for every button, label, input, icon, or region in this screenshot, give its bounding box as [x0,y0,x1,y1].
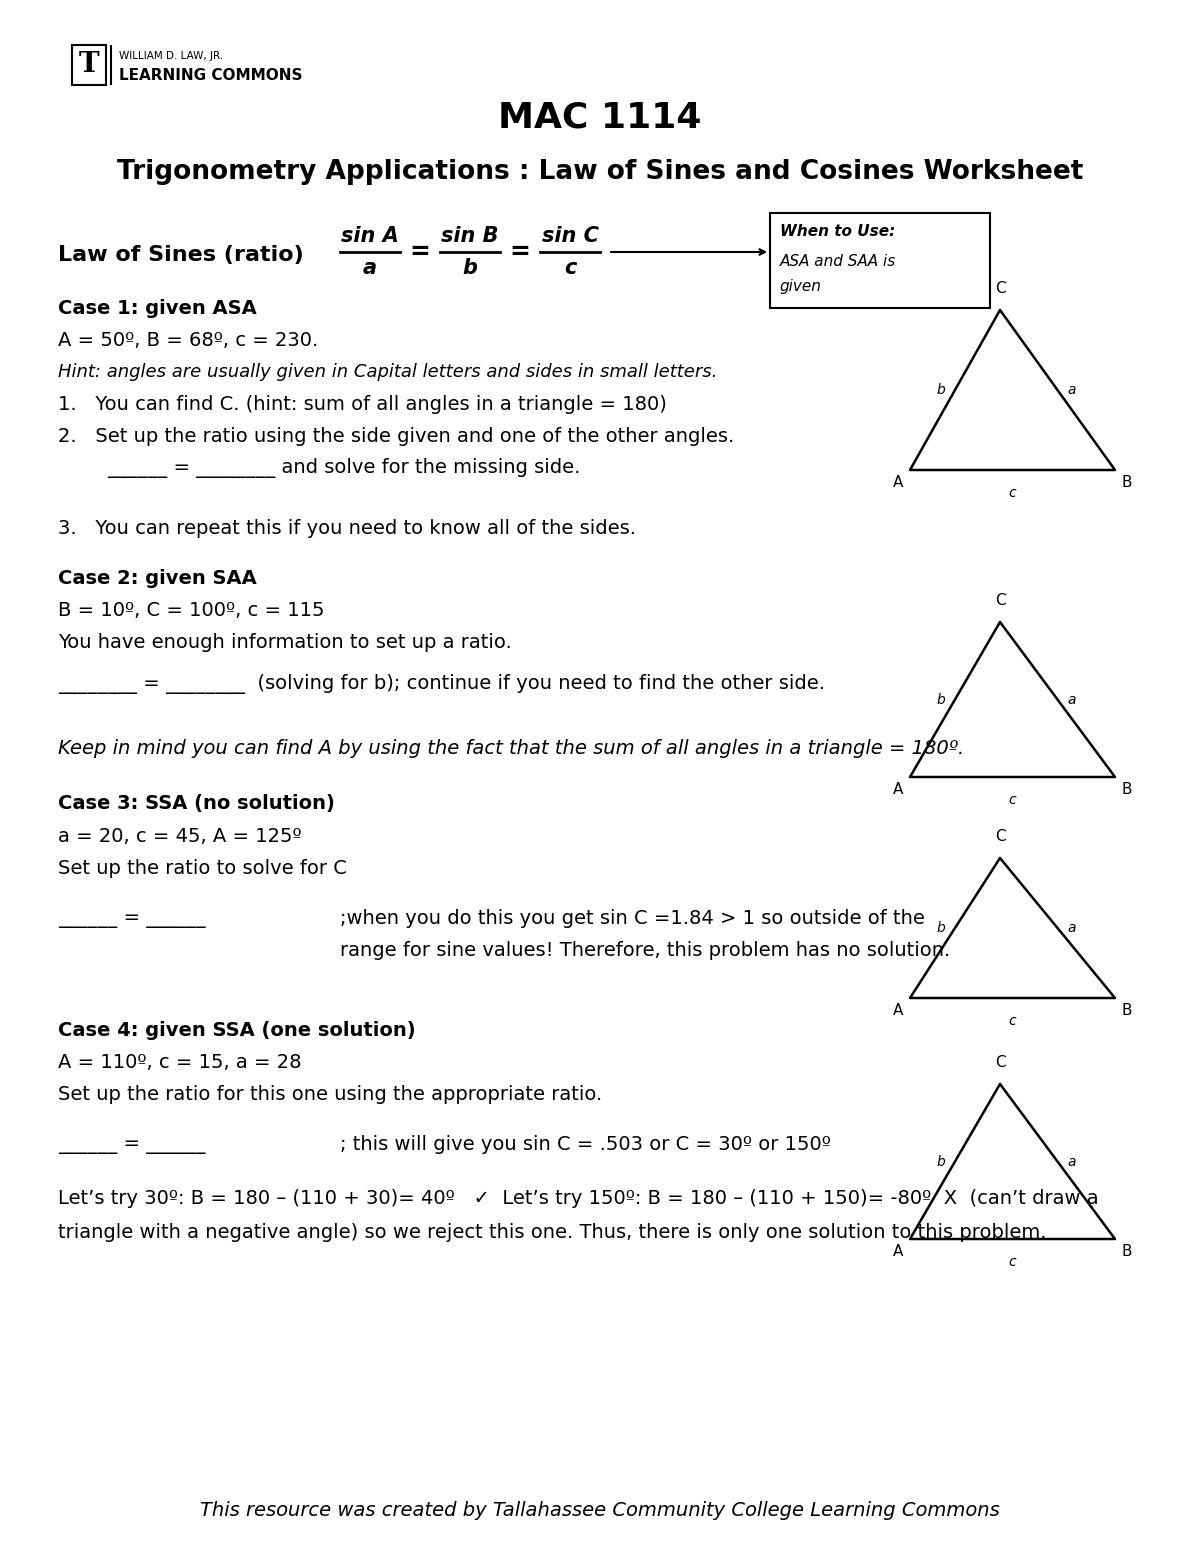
Text: Keep in mind you can find A by using the fact that the sum of all angles in a tr: Keep in mind you can find A by using the… [58,739,965,758]
Text: c: c [564,258,576,278]
Text: Case 3: SSA (no solution): Case 3: SSA (no solution) [58,795,335,814]
Text: When to Use:: When to Use: [780,224,895,239]
Text: b: b [937,384,946,398]
Text: B: B [1122,783,1133,797]
Text: A: A [893,1244,904,1259]
Text: a: a [1067,384,1075,398]
Text: B: B [1122,1244,1133,1259]
Text: A = 50º, B = 68º, c = 230.: A = 50º, B = 68º, c = 230. [58,331,318,349]
Text: given: given [780,278,822,294]
Text: c: c [1009,1255,1016,1269]
Text: c: c [1009,486,1016,500]
Text: Case 4: given SSA (one solution): Case 4: given SSA (one solution) [58,1020,415,1039]
Text: a: a [1067,1154,1075,1168]
Text: ;when you do this you get sin C =1.84 > 1 so outside of the: ;when you do this you get sin C =1.84 > … [340,909,925,927]
Text: 2.   Set up the ratio using the side given and one of the other angles.: 2. Set up the ratio using the side given… [58,427,734,446]
Text: sin B: sin B [442,227,499,245]
Text: WILLIAM D. LAW, JR.: WILLIAM D. LAW, JR. [119,51,223,61]
Text: B = 10º, C = 100º, c = 115: B = 10º, C = 100º, c = 115 [58,601,324,620]
Text: b: b [937,1154,946,1168]
Text: Let’s try 30º: B = 180 – (110 + 30)= 40º   ✓  Let’s try 150º: B = 180 – (110 + 1: Let’s try 30º: B = 180 – (110 + 30)= 40º… [58,1190,1099,1208]
Text: =: = [510,241,530,264]
Text: C: C [995,593,1006,609]
Text: C: C [995,829,1006,843]
Text: range for sine values! Therefore, this problem has no solution.: range for sine values! Therefore, this p… [340,941,950,960]
Text: Set up the ratio for this one using the appropriate ratio.: Set up the ratio for this one using the … [58,1084,602,1104]
Text: A: A [893,1003,904,1019]
Text: b: b [462,258,478,278]
Text: ______ = ________ and solve for the missing side.: ______ = ________ and solve for the miss… [58,458,581,478]
Text: ; this will give you sin C = .503 or C = 30º or 150º: ; this will give you sin C = .503 or C =… [340,1135,830,1154]
Text: c: c [1009,1014,1016,1028]
Text: triangle with a negative angle) so we reject this one. Thus, there is only one s: triangle with a negative angle) so we re… [58,1224,1046,1242]
Text: LEARNING COMMONS: LEARNING COMMONS [119,68,302,84]
Text: This resource was created by Tallahassee Community College Learning Commons: This resource was created by Tallahassee… [200,1500,1000,1519]
Text: Hint: angles are usually given in Capital letters and sides in small letters.: Hint: angles are usually given in Capita… [58,363,718,380]
Text: ______ = ______: ______ = ______ [58,909,205,927]
Text: Law of Sines (ratio): Law of Sines (ratio) [58,245,304,266]
Text: 3.   You can repeat this if you need to know all of the sides.: 3. You can repeat this if you need to kn… [58,519,636,537]
Text: Set up the ratio to solve for C: Set up the ratio to solve for C [58,859,347,877]
Text: A: A [893,475,904,491]
Text: ________ = ________  (solving for b); continue if you need to find the other sid: ________ = ________ (solving for b); con… [58,674,826,694]
Text: T: T [79,51,100,78]
Text: B: B [1122,1003,1133,1019]
Text: Trigonometry Applications : Law of Sines and Cosines Worksheet: Trigonometry Applications : Law of Sines… [116,158,1084,185]
Text: a: a [362,258,377,278]
Text: ASA and SAA is: ASA and SAA is [780,253,896,269]
Text: C: C [995,281,1006,297]
Text: B: B [1122,475,1133,491]
Text: You have enough information to set up a ratio.: You have enough information to set up a … [58,632,511,652]
Text: b: b [937,921,946,935]
Text: =: = [409,241,431,264]
FancyBboxPatch shape [770,213,990,307]
Text: Case 2: given SAA: Case 2: given SAA [58,568,257,587]
Text: b: b [937,693,946,707]
Text: c: c [1009,794,1016,808]
Text: a: a [1067,921,1075,935]
Text: a: a [1067,693,1075,707]
Text: Case 1: given ASA: Case 1: given ASA [58,298,257,317]
FancyBboxPatch shape [72,45,106,85]
Text: sin C: sin C [541,227,599,245]
Text: A: A [893,783,904,797]
Text: C: C [995,1054,1006,1070]
Text: 1.   You can find C. (hint: sum of all angles in a triangle = 180): 1. You can find C. (hint: sum of all ang… [58,394,667,413]
Text: ______ = ______: ______ = ______ [58,1135,205,1154]
Text: sin A: sin A [341,227,398,245]
Text: A = 110º, c = 15, a = 28: A = 110º, c = 15, a = 28 [58,1053,301,1072]
Text: MAC 1114: MAC 1114 [498,101,702,135]
Text: a = 20, c = 45, A = 125º: a = 20, c = 45, A = 125º [58,826,301,845]
